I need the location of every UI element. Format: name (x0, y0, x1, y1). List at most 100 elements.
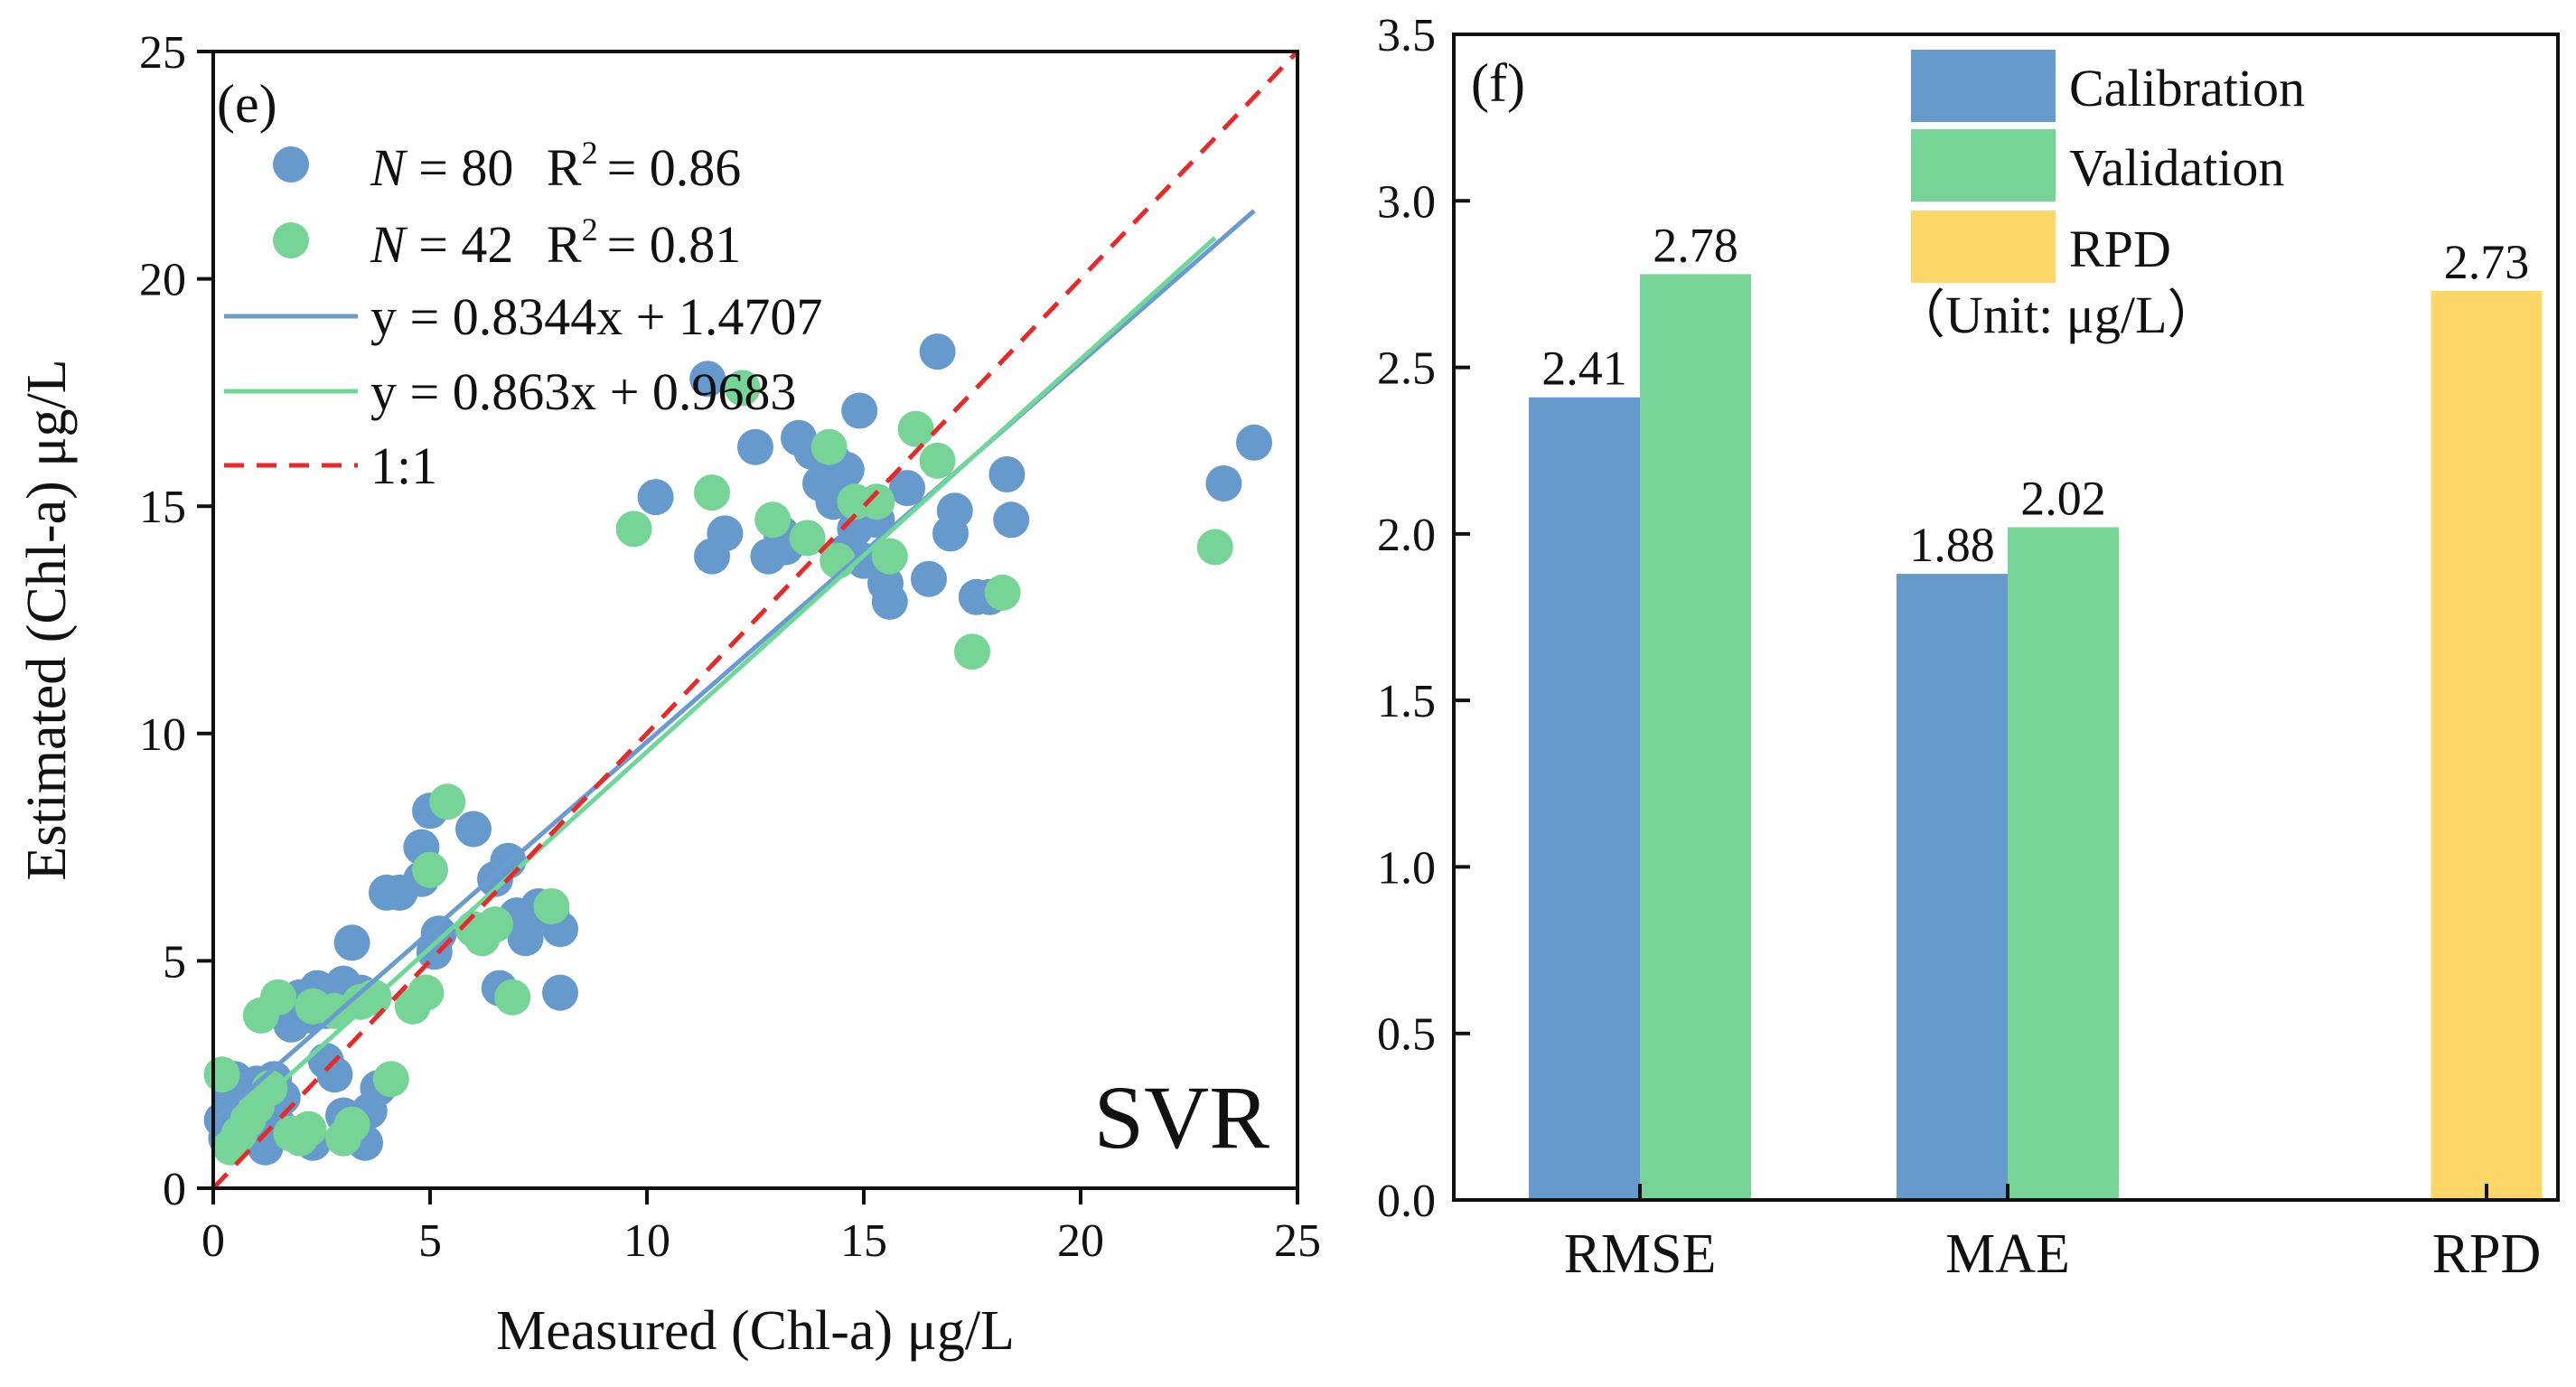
bar-y-tick-label-2.0: 2.0 (1377, 510, 1436, 561)
calibration-point-38 (637, 479, 674, 516)
bar-panel-label: (f) (1471, 53, 1525, 113)
one-to-one-line (211, 50, 1299, 1190)
bar-calibration-rmse (1529, 397, 1640, 1200)
calibration-point-71 (307, 1043, 344, 1080)
legend-one-to-one-text: 1:1 (370, 436, 437, 495)
x-tick-label-25: 25 (1274, 1215, 1321, 1267)
validation-point-27 (789, 520, 826, 557)
bar-validation-mae (2008, 527, 2119, 1200)
regression-lines (211, 50, 1299, 1190)
bar-label-validation-rmse: 2.78 (1653, 218, 1738, 272)
validation-point-0 (203, 1056, 240, 1093)
calibration-point-62 (993, 501, 1030, 539)
validation-point-36 (984, 574, 1021, 611)
legend-fit-calibration-text: y = 0.8344x + 1.4707 (370, 287, 822, 346)
validation-line (211, 236, 1217, 1147)
bar-y-tick-label-2.5: 2.5 (1377, 343, 1436, 395)
calibration-point-56 (919, 333, 956, 370)
validation-point-28 (810, 428, 848, 465)
calibration-point-75 (416, 933, 453, 970)
calibration-point-41 (689, 361, 726, 398)
calibration-point-55 (911, 560, 947, 597)
legend-validation-label: Validation (2069, 138, 2284, 197)
x-tick-label-15: 15 (840, 1215, 887, 1267)
legend-validation-text: N = 42 R2 = 0.81 (370, 211, 741, 274)
validation-point-33 (897, 410, 934, 447)
legend-calibration-marker (273, 146, 309, 183)
bar-axis-ticks: 0.0 0.5 1.0 1.5 2.0 2.5 3.0 3.5 RMSE MAE RPD (1377, 10, 2541, 1285)
bar-label-validation-mae: 2.02 (2020, 471, 2106, 525)
validation-point-40 (251, 1070, 288, 1107)
validation-point-24 (694, 474, 730, 511)
scatter-y-axis-label: Estimated (Chl-a) μg/L (16, 359, 78, 880)
calibration-point-42 (737, 428, 773, 465)
bar-y-tick-label-0.0: 0.0 (1377, 1176, 1436, 1227)
scatter-axis-ticks: 0 5 10 15 20 25 0 5 10 15 20 25 (139, 27, 1321, 1267)
bar-panel: 2.41 2.78 1.88 2.02 2.73 0.0 0.5 1.0 1.5 2.0 2.5 3… (1377, 10, 2560, 1285)
validation-point-8 (290, 1111, 327, 1148)
legend-validation-swatch (1911, 129, 2056, 201)
validation-point-39 (316, 992, 353, 1029)
bar-y-tick-label-3.5: 3.5 (1377, 10, 1436, 61)
validation-point-21 (494, 979, 531, 1016)
validation-point-35 (954, 633, 990, 670)
y-tick-label-5: 5 (163, 936, 186, 988)
calibration-point-51 (841, 392, 878, 429)
calibration-line (211, 209, 1256, 1123)
y-tick-label-25: 25 (139, 27, 186, 79)
category-label-rpd: RPD (2432, 1223, 2542, 1285)
validation-point-11 (333, 1106, 370, 1143)
legend-calibration-text: N = 80 R2 = 0.86 (370, 135, 741, 197)
legend-fit-validation-text: y = 0.863x + 0.9683 (370, 362, 796, 421)
validation-point-31 (858, 483, 895, 520)
validation-point-16 (407, 974, 445, 1011)
validation-point-25 (724, 370, 761, 407)
y-tick-label-0: 0 (163, 1164, 186, 1215)
bar-rpd-rpd (2431, 290, 2543, 1200)
x-tick-label-0: 0 (201, 1215, 225, 1267)
legend-calibration-label: Calibration (2069, 59, 2305, 117)
bar-y-tick-label-1.5: 1.5 (1377, 676, 1436, 727)
y-tick-label-10: 10 (139, 709, 186, 761)
legend-validation-marker (273, 222, 309, 258)
svr-annotation: SVR (1093, 1067, 1269, 1167)
validation-point-41 (455, 911, 492, 948)
scatter-points (203, 333, 1272, 1166)
scatter-panel: 0 5 10 15 20 25 0 5 10 15 20 25 (e) SVR Measured (C… (16, 27, 1321, 1362)
legend-rpd-label: RPD (2069, 220, 2171, 278)
bar-validation-rmse (1640, 274, 1751, 1200)
x-tick-label-10: 10 (623, 1215, 670, 1267)
bar-label-calibration-mae: 1.88 (1909, 518, 1995, 572)
validation-point-38 (220, 1115, 258, 1152)
calibration-point-29 (455, 811, 492, 848)
bar-y-tick-label-0.5: 0.5 (1377, 1009, 1436, 1061)
x-tick-label-20: 20 (1057, 1215, 1104, 1267)
validation-point-34 (919, 442, 956, 479)
bar-legend: Calibration Validation RPD （Unit: μg/L） (1893, 50, 2305, 344)
validation-point-5 (260, 979, 296, 1016)
bar-y-tick-label-1.0: 1.0 (1377, 842, 1436, 894)
scatter-legend: N = 80 R2 = 0.86 N = 42 R2 = 0.81 y = 0.83… (224, 135, 822, 495)
calibration-point-53 (871, 583, 908, 620)
calibration-point-78 (1236, 424, 1272, 461)
bar-y-tick-label-3.0: 3.0 (1377, 176, 1436, 228)
category-label-rmse: RMSE (1564, 1223, 1717, 1285)
legend-calibration-swatch (1911, 50, 2056, 122)
bar-calibration-mae (1897, 574, 2008, 1200)
calibration-point-54 (889, 470, 925, 507)
category-label-mae: MAE (1945, 1223, 2070, 1285)
calibration-point-58 (936, 492, 973, 529)
calibration-point-77 (1205, 465, 1242, 501)
calibration-point-61 (988, 456, 1026, 492)
calibration-point-40 (707, 515, 744, 552)
validation-point-22 (533, 888, 570, 924)
validation-point-26 (754, 501, 792, 539)
validation-point-17 (412, 851, 448, 888)
legend-unit-note: （Unit: μg/L） (1893, 286, 2219, 344)
scatter-x-axis-label: Measured (Chl-a) μg/L (496, 1300, 1015, 1362)
legend-rpd-swatch (1911, 211, 2056, 283)
x-tick-label-5: 5 (418, 1215, 442, 1267)
calibration-point-15 (333, 924, 370, 961)
bar-series: 2.41 2.78 1.88 2.02 2.73 (1529, 218, 2543, 1200)
